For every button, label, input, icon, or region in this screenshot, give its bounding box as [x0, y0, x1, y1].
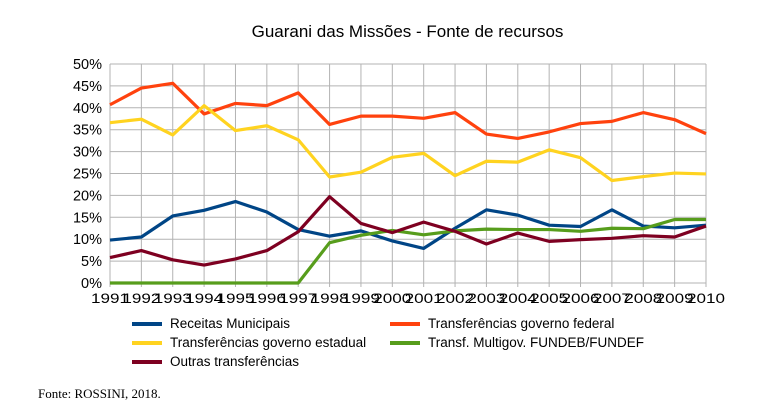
x-tick-label: 2005	[530, 290, 568, 306]
legend-label: Transferências governo federal	[428, 316, 615, 331]
series-line-1	[109, 81, 707, 141]
series-line-3	[110, 217, 706, 285]
x-tick-label: 2010	[687, 290, 725, 306]
chart-title: Guarani das Missões - Fonte de recursos	[251, 22, 564, 41]
x-tick-label: 2008	[624, 290, 662, 306]
legend-item: Transf. Multigov. FUNDEB/FUNDEF	[390, 335, 644, 350]
x-tick-label: 1995	[216, 290, 254, 306]
y-tick-label: 5%	[81, 254, 102, 270]
legend-label: Transf. Multigov. FUNDEB/FUNDEF	[428, 335, 645, 350]
y-tick-label: 15%	[73, 210, 102, 226]
y-tick-label: 40%	[73, 101, 102, 117]
legend-swatch	[390, 340, 420, 345]
series-line-2	[109, 104, 707, 183]
x-tick-label: 2003	[467, 290, 505, 306]
y-tick-label: 25%	[73, 167, 102, 183]
y-tick-label: 30%	[73, 145, 102, 161]
x-tick-label: 2004	[499, 290, 537, 306]
legend-swatch	[390, 321, 420, 326]
series-line-4	[109, 195, 707, 267]
legend-label: Outras transferências	[170, 354, 300, 369]
source-note: Fonte: ROSSINI, 2018.	[38, 386, 161, 401]
y-tick-label: 20%	[73, 188, 102, 204]
x-tick-label: 1996	[248, 290, 286, 306]
y-tick-label: 35%	[73, 123, 102, 139]
legend-item: Transferências governo federal	[390, 316, 614, 331]
y-tick-label: 10%	[73, 232, 102, 248]
x-tick-label: 1991	[91, 290, 129, 306]
x-tick-label: 1993	[154, 290, 192, 306]
legend-label: Receitas Municipais	[170, 316, 291, 331]
x-tick-label: 2000	[373, 290, 411, 306]
legend-item: Outras transferências	[132, 354, 299, 369]
x-tick-label: 2002	[436, 290, 474, 306]
legend-item: Receitas Municipais	[132, 316, 290, 331]
y-tick-label: 50%	[73, 57, 102, 73]
y-tick-label: 45%	[73, 79, 102, 95]
legend-swatch	[132, 340, 162, 345]
series-line-0	[109, 199, 707, 250]
y-tick-label: 0%	[81, 276, 102, 292]
legend-swatch	[132, 359, 162, 364]
x-tick-label: 2001	[405, 290, 443, 306]
x-tick-label: 1992	[122, 290, 160, 306]
legend-label: Transferências governo estadual	[170, 335, 367, 350]
x-tick-label: 2009	[656, 290, 694, 306]
legend-item: Transferências governo estadual	[132, 335, 366, 350]
x-tick-label: 1997	[279, 290, 317, 306]
x-tick-label: 1999	[342, 290, 380, 306]
legend-swatch	[132, 321, 162, 326]
x-tick-label: 1998	[311, 290, 349, 306]
x-tick-label: 1994	[185, 290, 223, 306]
x-tick-label: 2006	[562, 290, 600, 306]
x-tick-label: 2007	[593, 290, 631, 306]
